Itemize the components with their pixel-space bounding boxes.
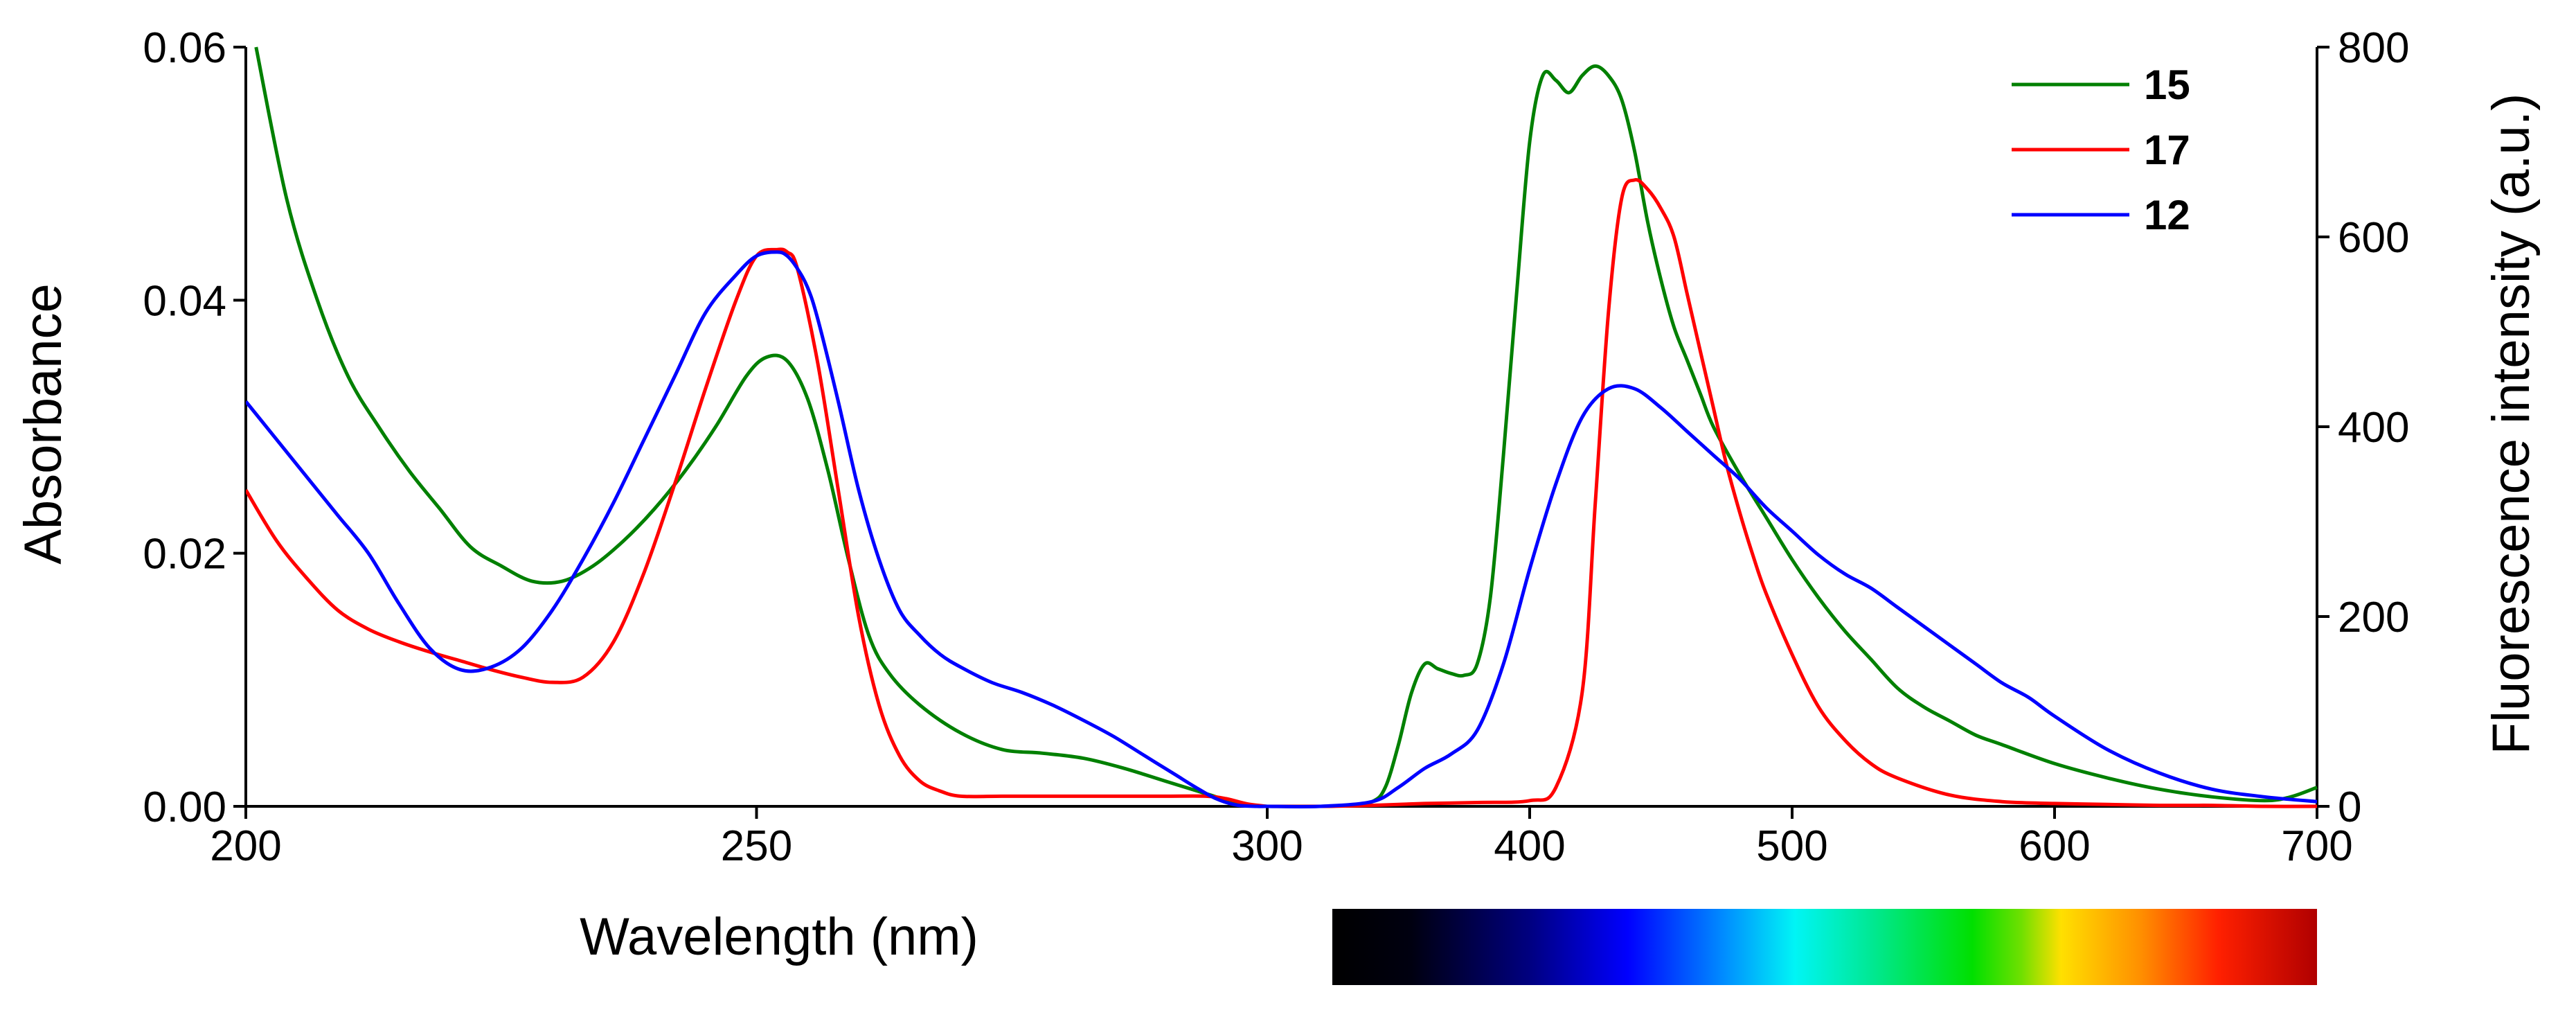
right-y-tick-label: 200 [2338, 594, 2409, 641]
legend-label-17: 17 [2144, 127, 2190, 173]
legend: 15 17 12 [2012, 62, 2190, 238]
fluorescence-line-15 [1267, 64, 2318, 808]
x-tick-label: 400 [1494, 822, 1565, 870]
left-y-tick-label: 0.00 [143, 783, 226, 831]
right-y-tick-label: 0 [2338, 783, 2361, 831]
right-y-tick-label: 400 [2338, 404, 2409, 452]
spectrum-color-bar [1332, 909, 2317, 985]
x-tick-label: 200 [210, 822, 281, 870]
left-y-ticks: 0.00 0.02 0.04 0.06 [143, 24, 246, 831]
left-y-tick-label: 0.02 [143, 531, 226, 578]
x-tick-label: 600 [2019, 822, 2090, 870]
legend-label-15: 15 [2144, 62, 2190, 108]
right-y-ticks: 0 200 400 600 800 [2317, 24, 2409, 831]
series-layer [246, 46, 2318, 808]
absorbance-line-15 [254, 46, 1268, 808]
absorbance-line-17 [246, 247, 1268, 808]
x-ticks: 200 250 300 400 500 600 700 [210, 806, 2353, 870]
right-y-tick-label: 600 [2338, 214, 2409, 262]
x-tick-label: 700 [2281, 822, 2352, 870]
fluorescence-line-17 [1267, 177, 2318, 808]
absorbance-line-12 [246, 250, 1268, 808]
left-y-tick-label: 0.06 [143, 24, 226, 72]
right-y-tick-label: 800 [2338, 24, 2409, 72]
x-tick-label: 300 [1231, 822, 1303, 870]
x-axis-title: Wavelength (nm) [580, 907, 978, 966]
x-tick-label: 500 [1756, 822, 1827, 870]
right-y-axis-title: Fluorescence intensity (a.u.) [2482, 94, 2541, 755]
left-y-tick-label: 0.04 [143, 277, 226, 325]
fluorescence-line-12 [1267, 384, 2318, 808]
left-y-axis-title: Absorbance [14, 283, 73, 565]
x-tick-label: 250 [721, 822, 792, 870]
legend-label-12: 12 [2144, 192, 2190, 238]
